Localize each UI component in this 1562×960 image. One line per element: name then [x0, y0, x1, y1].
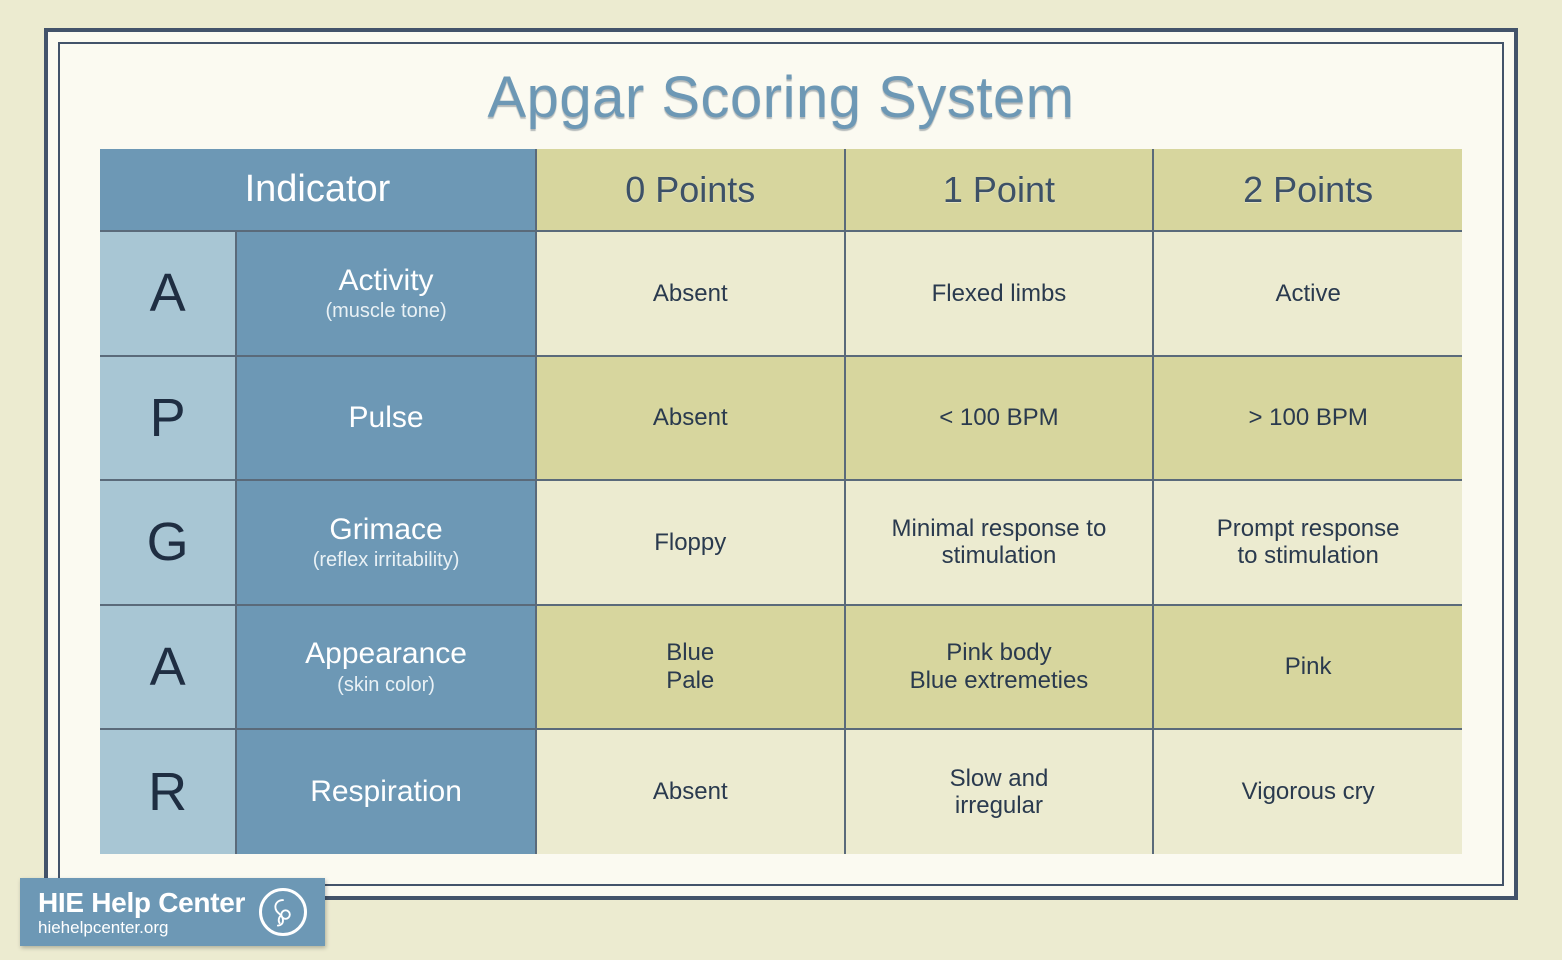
- table-row: P Pulse Absent< 100 BPM> 100 BPM: [100, 356, 1462, 481]
- cell-p2: > 100 BPM: [1153, 356, 1462, 481]
- apgar-table: Indicator 0 Points 1 Point 2 Points AAct…: [100, 149, 1462, 854]
- cell-p1: Minimal response tostimulation: [845, 480, 1154, 605]
- inner-frame: Apgar Scoring System Indicator 0 Points …: [58, 42, 1504, 886]
- outer-frame: Apgar Scoring System Indicator 0 Points …: [44, 28, 1518, 900]
- cell-p2: Vigorous cry: [1153, 729, 1462, 854]
- indicator-name: Pulse: [349, 401, 424, 434]
- indicator-name: Grimace: [329, 513, 442, 546]
- badge-text: HIE Help Center hiehelpcenter.org: [38, 889, 245, 936]
- cell-p0: Absent: [536, 729, 845, 854]
- cell-p2: Active: [1153, 231, 1462, 356]
- indicator-name: Appearance: [305, 637, 467, 670]
- cell-p0: Absent: [536, 356, 845, 481]
- indicator-sub: (reflex irritability): [237, 549, 535, 572]
- table-header-row: Indicator 0 Points 1 Point 2 Points: [100, 149, 1462, 231]
- header-2-points: 2 Points: [1153, 149, 1462, 231]
- source-badge: HIE Help Center hiehelpcenter.org: [20, 878, 325, 946]
- indicator-sub: (skin color): [237, 674, 535, 697]
- table-row: A Activity (muscle tone)AbsentFlexed limbs…: [100, 231, 1462, 356]
- row-letter: A: [100, 231, 236, 356]
- row-letter: R: [100, 729, 236, 854]
- table-row: R Respiration AbsentSlow andirregularVigor…: [100, 729, 1462, 854]
- badge-logo-icon: [259, 888, 307, 936]
- badge-url: hiehelpcenter.org: [38, 919, 245, 936]
- table-body: AActivity(muscle tone)AbsentFlexed limbs…: [100, 231, 1462, 854]
- indicator-name: Activity: [339, 264, 434, 297]
- row-indicator: Pulse: [236, 356, 536, 481]
- cell-p2: Pink: [1153, 605, 1462, 730]
- cell-p1: Slow andirregular: [845, 729, 1154, 854]
- page-title: Apgar Scoring System: [100, 64, 1462, 131]
- row-letter: P: [100, 356, 236, 481]
- indicator-sub: (muscle tone): [237, 300, 535, 323]
- row-letter: G: [100, 480, 236, 605]
- cell-p0: Absent: [536, 231, 845, 356]
- row-indicator: Activity (muscle tone): [236, 231, 536, 356]
- cell-p0: Floppy: [536, 480, 845, 605]
- header-indicator: Indicator: [100, 149, 536, 231]
- cell-p1: < 100 BPM: [845, 356, 1154, 481]
- row-indicator: Grimace (reflex irritability): [236, 480, 536, 605]
- badge-title: HIE Help Center: [38, 889, 245, 917]
- header-1-point: 1 Point: [845, 149, 1154, 231]
- cell-p0: BluePale: [536, 605, 845, 730]
- cell-p1: Pink bodyBlue extremeties: [845, 605, 1154, 730]
- indicator-name: Respiration: [310, 775, 462, 808]
- row-indicator: Respiration: [236, 729, 536, 854]
- cell-p1: Flexed limbs: [845, 231, 1154, 356]
- row-indicator: Appearance (skin color): [236, 605, 536, 730]
- cell-p2: Prompt responseto stimulation: [1153, 480, 1462, 605]
- header-0-points: 0 Points: [536, 149, 845, 231]
- table-row: G Grimace (reflex irritability)FloppyMinim…: [100, 480, 1462, 605]
- row-letter: A: [100, 605, 236, 730]
- table-row: A Appearance (skin color)BluePalePink body…: [100, 605, 1462, 730]
